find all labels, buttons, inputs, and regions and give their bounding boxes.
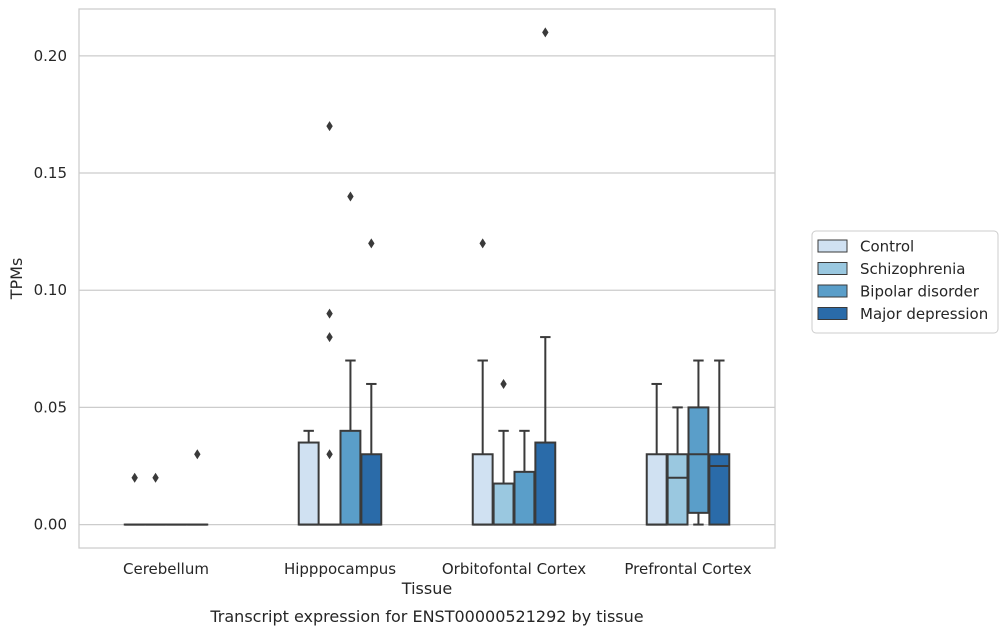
box-bipolar-disorder	[513, 429, 536, 526]
box-schizophrenia	[318, 121, 341, 526]
y-tick-label: 0.20	[34, 47, 67, 65]
outlier-point	[479, 238, 486, 249]
outlier-point	[368, 238, 375, 249]
x-axis-label: Tissue	[401, 579, 452, 598]
legend-label: Major depression	[860, 305, 988, 323]
outlier-point	[326, 308, 333, 319]
box-major-depression	[708, 359, 731, 526]
x-tick-labels: Cerebellum Hipppocampus Orbitofontal Corte…	[123, 560, 752, 578]
chart-caption: Transcript expression for ENST0000052129…	[209, 607, 643, 626]
legend-swatch	[817, 284, 848, 298]
legend-frame	[811, 230, 999, 334]
box-major-depression	[360, 238, 383, 526]
outlier-point	[326, 121, 333, 132]
box	[708, 453, 731, 526]
box	[534, 441, 557, 526]
box-schizophrenia	[666, 406, 689, 526]
outlier-point	[152, 472, 159, 483]
x-tick-label: Prefrontal Cortex	[624, 560, 751, 578]
legend-label: Control	[860, 238, 914, 256]
legend-label: Schizophrenia	[860, 260, 965, 278]
box	[687, 406, 710, 514]
box	[360, 453, 383, 526]
box-layer	[123, 27, 731, 526]
y-tick-label: 0.00	[34, 516, 67, 534]
y-axis-label: TPMs	[7, 258, 26, 301]
box	[666, 453, 689, 526]
y-tick-label: 0.05	[34, 398, 67, 416]
box	[339, 429, 362, 526]
legend-swatch	[817, 262, 848, 275]
y-tick-label: 0.15	[34, 164, 67, 182]
box	[492, 482, 515, 526]
outlier-point	[347, 191, 354, 202]
box-control	[297, 429, 320, 526]
box	[471, 453, 494, 526]
box	[513, 470, 536, 526]
x-tick-label: Hipppocampus	[284, 560, 396, 578]
box-bipolar-disorder	[339, 191, 362, 526]
x-tick-label: Cerebellum	[123, 560, 209, 578]
outlier-point	[500, 378, 507, 389]
box-major-depression	[186, 449, 209, 526]
legend-label: Bipolar disorder	[860, 283, 980, 301]
box-control	[471, 238, 494, 526]
legend-swatch	[817, 239, 848, 253]
box	[645, 453, 668, 526]
y-tick-label: 0.10	[34, 281, 67, 299]
outlier-point	[194, 449, 201, 460]
x-tick-label: Orbitofontal Cortex	[442, 560, 586, 578]
box-schizophrenia	[492, 378, 515, 526]
box-control	[123, 472, 146, 526]
outlier-point	[542, 27, 549, 38]
plot-frame	[78, 8, 776, 549]
outlier-point	[326, 332, 333, 343]
legend-swatch	[817, 307, 848, 320]
box-schizophrenia	[144, 472, 167, 526]
box-major-depression	[534, 27, 557, 526]
outlier-point	[131, 472, 138, 483]
y-tick-labels: 0.00 0.05 0.10 0.15 0.20	[34, 47, 67, 534]
legend: Control Schizophrenia Bipolar disorder Majo…	[811, 230, 999, 334]
box-control	[645, 382, 668, 526]
box-bipolar-disorder	[687, 359, 710, 526]
outlier-point	[326, 449, 333, 460]
box	[297, 441, 320, 526]
